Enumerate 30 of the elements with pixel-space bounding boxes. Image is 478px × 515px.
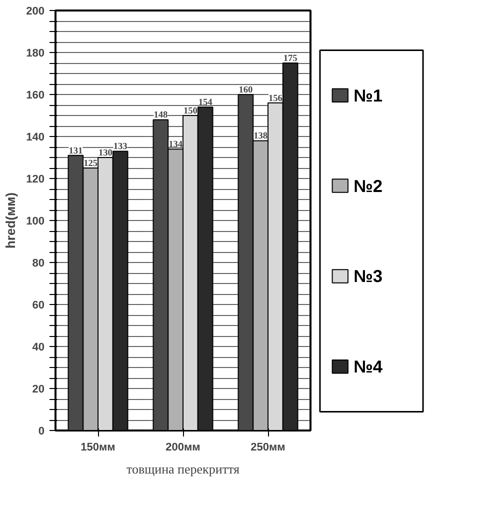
y-tick-label: 0 (38, 426, 45, 438)
y-tick-label: 140 (26, 132, 45, 144)
data-label: 156 (268, 94, 283, 104)
data-label: 148 (154, 110, 168, 121)
y-tick-label: 80 (32, 258, 45, 270)
data-label: 130 (98, 148, 113, 158)
y-tick-label: 60 (32, 300, 45, 312)
x-tick-label: 150мм (80, 442, 116, 454)
data-label: 133 (113, 142, 128, 152)
data-label: 125 (84, 159, 98, 169)
x-tick-label: 250мм (250, 442, 286, 454)
y-tick-label: 40 (32, 342, 45, 354)
legend-label: №3 (354, 266, 383, 286)
data-label: 175 (283, 54, 298, 64)
legend-label: №4 (354, 356, 383, 377)
y-tick-label: 20 (32, 384, 45, 396)
y-tick-label: 160 (26, 90, 45, 102)
y-tick-label: 180 (26, 48, 45, 60)
legend-label: №2 (354, 176, 383, 196)
data-label: 131 (68, 146, 84, 156)
y-axis-title: hred(мм) (3, 192, 18, 249)
legend-label: №1 (354, 85, 383, 106)
y-tick-label: 120 (26, 174, 45, 186)
x-tick-label: 200мм (166, 442, 200, 454)
y-tick-label: 100 (26, 216, 45, 228)
data-label: 160 (238, 86, 254, 96)
data-label: 150 (183, 106, 198, 116)
y-tick-label: 200 (26, 6, 45, 18)
x-axis-title: товщина перекриття (126, 462, 240, 476)
data-label: 138 (254, 132, 268, 142)
